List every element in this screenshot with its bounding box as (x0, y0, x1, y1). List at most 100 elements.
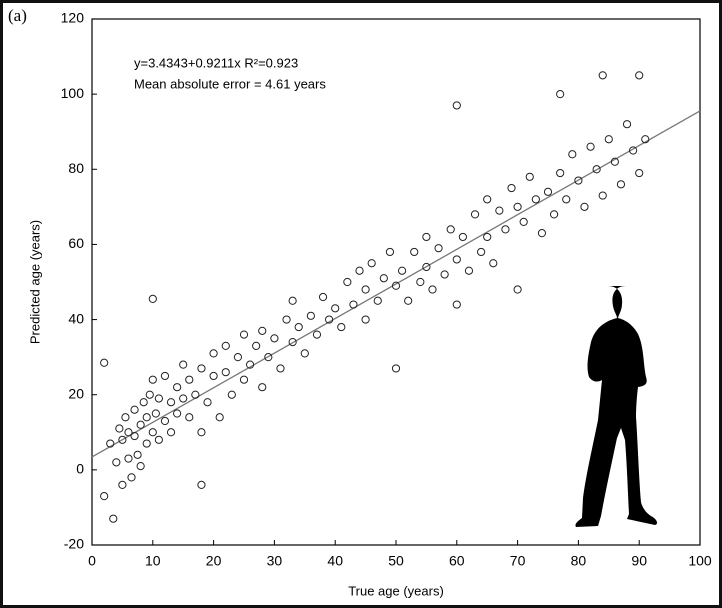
point (185, 375, 194, 384)
point (440, 270, 449, 279)
point (166, 398, 176, 407)
point (121, 413, 130, 422)
point (160, 371, 170, 381)
point (191, 390, 200, 399)
point (258, 383, 267, 392)
x-tick-label: 10 (145, 553, 161, 569)
point (264, 353, 273, 362)
point (416, 277, 425, 287)
point (179, 394, 188, 403)
point (562, 195, 571, 204)
point (391, 364, 401, 373)
x-tick-label: 40 (327, 553, 343, 569)
point (568, 150, 577, 159)
equation: y=3.4343+0.9211x R²=0.923 (134, 55, 298, 70)
point (349, 300, 358, 309)
point (136, 420, 145, 429)
point (148, 428, 157, 437)
point (142, 413, 151, 422)
point (385, 247, 395, 257)
point (635, 168, 644, 178)
y-tick-label: 80 (68, 160, 84, 176)
point (477, 247, 486, 257)
point (252, 341, 261, 350)
point (139, 398, 148, 407)
point (227, 390, 236, 399)
point (428, 285, 437, 294)
y-tick-label: 0 (76, 461, 84, 477)
point (598, 191, 607, 200)
point (154, 435, 163, 444)
point (452, 101, 461, 110)
point (325, 315, 334, 324)
point (434, 244, 443, 253)
point (513, 285, 522, 294)
point (112, 458, 121, 467)
point (179, 360, 188, 369)
point (410, 247, 419, 257)
point (525, 172, 534, 181)
x-tick-label: 90 (631, 553, 647, 569)
x-tick-label: 70 (510, 553, 526, 569)
point (622, 120, 632, 129)
point (489, 259, 498, 268)
point (343, 277, 352, 287)
point (592, 165, 601, 174)
point (173, 409, 182, 418)
point (160, 416, 170, 426)
point (154, 394, 163, 403)
point (404, 296, 413, 305)
y-tick-label: 120 (61, 10, 85, 26)
point (598, 71, 607, 80)
point (452, 255, 461, 264)
point (215, 413, 224, 422)
point (233, 353, 243, 362)
point (495, 206, 504, 215)
point (422, 262, 431, 272)
point (197, 364, 206, 373)
point (379, 274, 388, 283)
x-tick-label: 50 (388, 553, 404, 569)
point (361, 285, 370, 294)
point (464, 266, 474, 275)
point (604, 135, 613, 144)
point (422, 232, 431, 242)
point (306, 311, 315, 320)
point (483, 232, 492, 242)
point (136, 462, 145, 471)
point (537, 229, 547, 238)
point (124, 454, 133, 463)
point (519, 217, 528, 226)
point (294, 322, 303, 332)
x-tick-label: 100 (688, 553, 712, 569)
point (355, 266, 364, 275)
point (239, 330, 249, 339)
x-tick-label: 0 (88, 553, 96, 569)
point (148, 375, 157, 384)
point (130, 405, 139, 414)
point (130, 431, 139, 441)
point (507, 183, 516, 193)
point (391, 281, 401, 290)
x-tick-label: 80 (571, 553, 587, 569)
point (221, 341, 230, 350)
point (531, 195, 540, 204)
point (288, 338, 297, 347)
point (483, 195, 492, 204)
point (245, 360, 255, 369)
point (197, 428, 206, 437)
y-tick-label: 60 (68, 235, 84, 251)
point (142, 439, 151, 448)
point (373, 296, 382, 305)
point (282, 315, 291, 324)
point (446, 225, 455, 234)
point (100, 358, 109, 367)
point (318, 292, 328, 302)
point (124, 428, 133, 437)
x-tick-label: 20 (206, 553, 222, 569)
point (115, 424, 124, 433)
point (209, 349, 218, 358)
point (185, 413, 194, 422)
point (458, 232, 467, 242)
